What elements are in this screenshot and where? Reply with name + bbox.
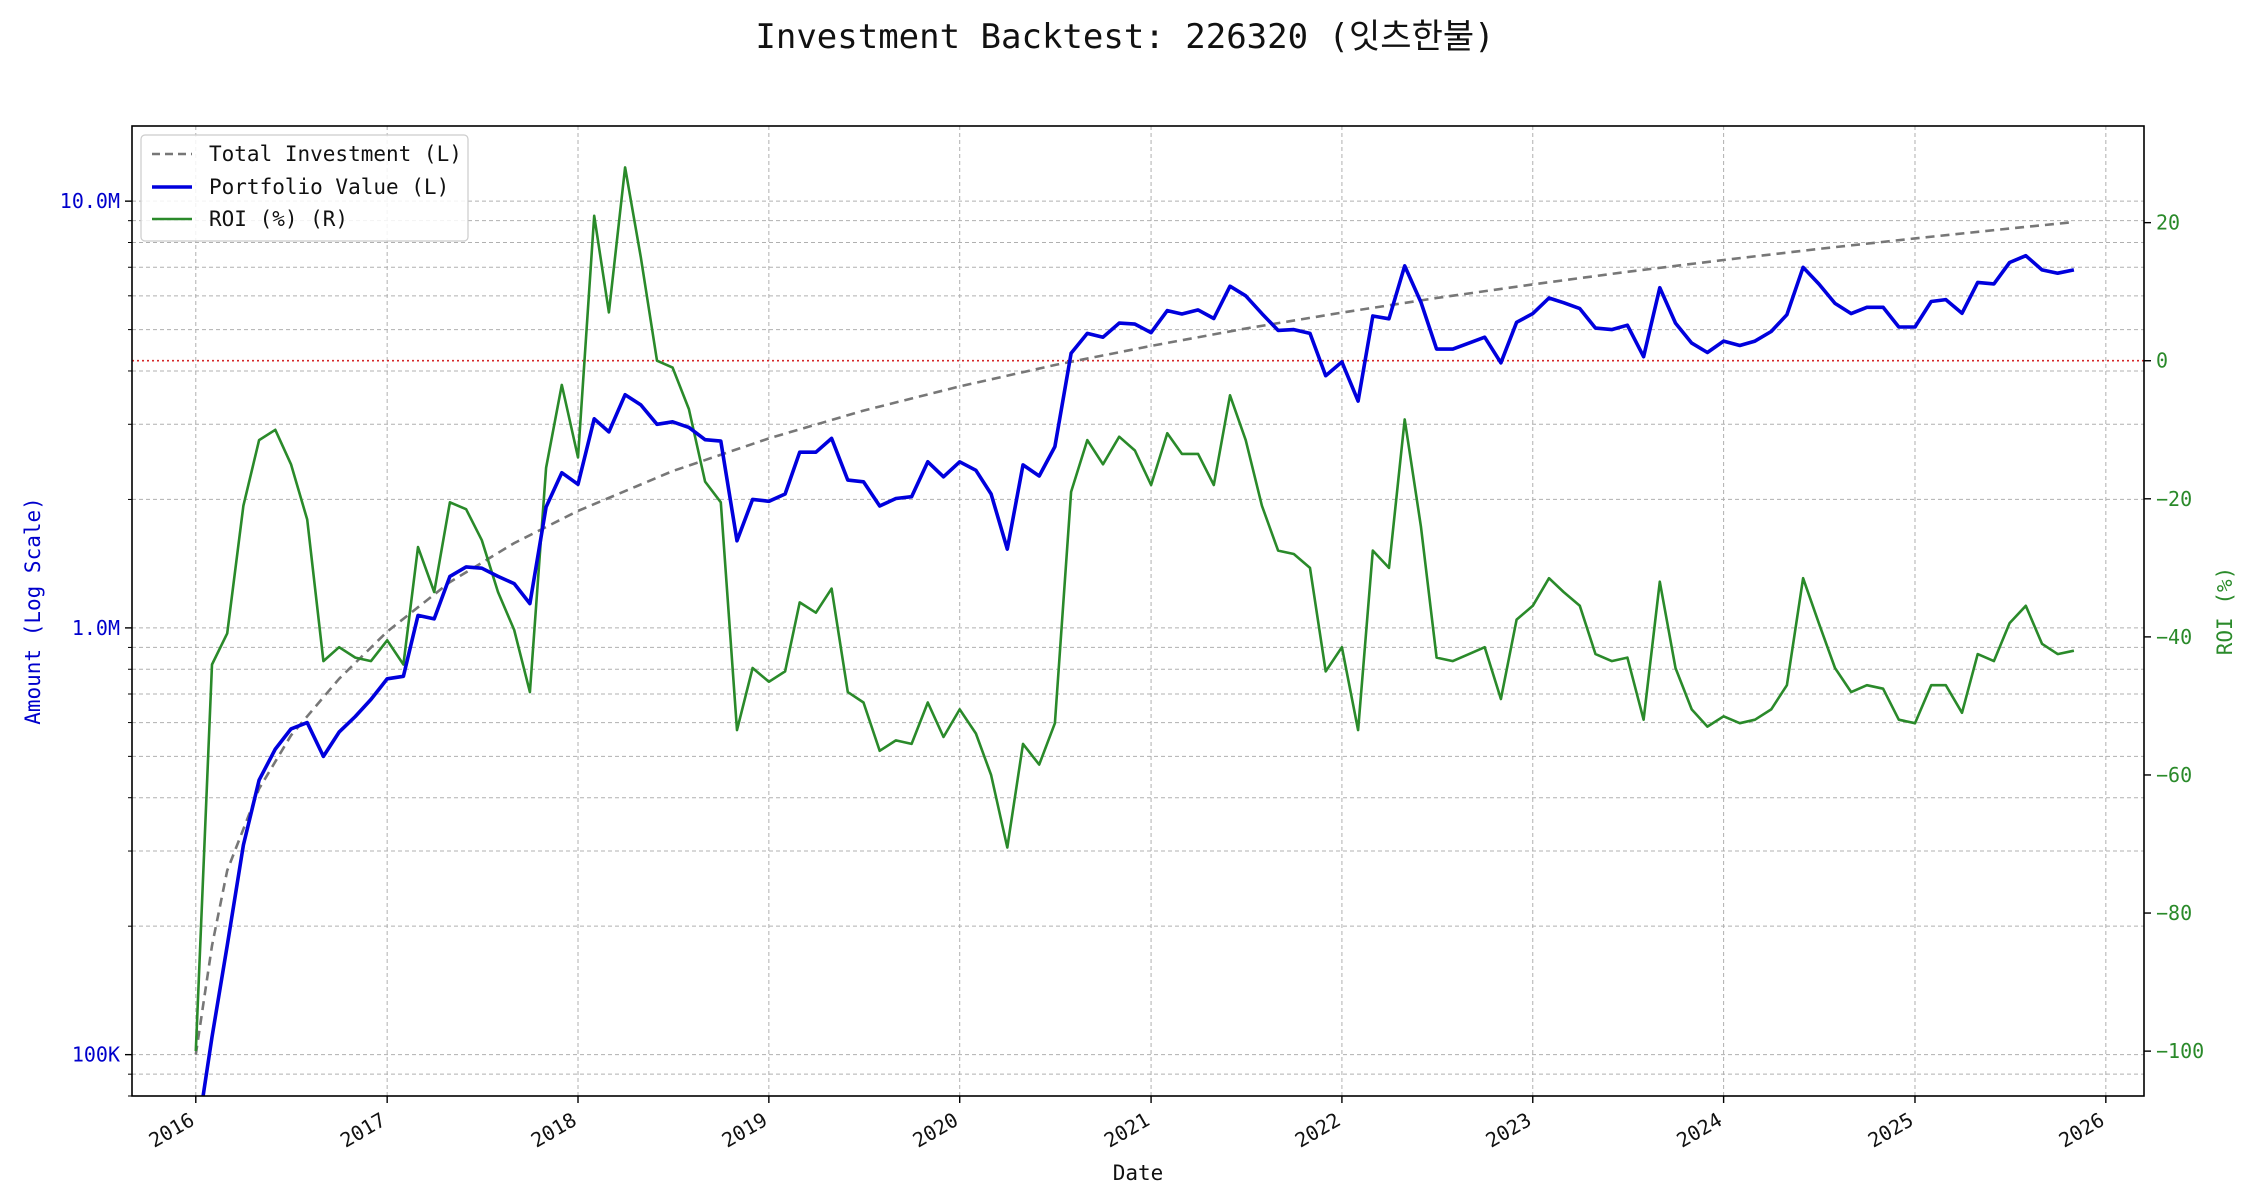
x-axis-label: Date xyxy=(1113,1161,1164,1185)
x-tick-label: 2020 xyxy=(908,1108,962,1153)
x-tick-label: 2019 xyxy=(718,1108,772,1153)
right-tick-label: −100 xyxy=(2156,1039,2204,1063)
right-tick-label: −80 xyxy=(2156,901,2192,925)
x-tick-label: 2017 xyxy=(336,1108,390,1153)
portfolio-value-l-line xyxy=(201,253,2075,1097)
left-tick-label: 10.0M xyxy=(60,189,120,213)
grid xyxy=(132,126,2144,1097)
x-tick-label: 2022 xyxy=(1291,1108,1345,1153)
x-tick-label: 2026 xyxy=(2055,1108,2109,1153)
right-tick-label: 20 xyxy=(2156,211,2180,235)
x-tick-label: 2025 xyxy=(1864,1108,1918,1153)
x-axis-ticks: 2016 2017 2018 2019 2020 2021 2022 2023 2024 2025… xyxy=(145,1096,2109,1153)
x-tick-label: 2018 xyxy=(527,1108,581,1153)
right-tick-label: −60 xyxy=(2156,763,2192,787)
plot-frame xyxy=(131,125,2145,1097)
chart-title: Investment Backtest: 226320 (잇츠한불) xyxy=(755,17,1494,57)
roi-r-line xyxy=(194,166,2075,1052)
x-tick-label: 2024 xyxy=(1672,1108,1726,1153)
legend-label-portfolio-value: Portfolio Value (L) xyxy=(209,175,449,199)
right-tick-label: −40 xyxy=(2156,625,2192,649)
left-tick-label: 100K xyxy=(72,1043,120,1067)
right-axis-ticks: 20 0 −20 −40 −60 −80 −100 xyxy=(2144,211,2204,1063)
left-axis-ticks: 100K 1.0M 10.0M xyxy=(60,189,132,1097)
left-tick-label: 1.0M xyxy=(72,616,120,640)
legend: Total Investment (L) Portfolio Value (L)… xyxy=(140,134,469,242)
x-tick-label: 2016 xyxy=(145,1108,199,1153)
legend-label-total-investment: Total Investment (L) xyxy=(209,142,462,166)
left-axis-label: Amount (Log Scale) xyxy=(21,497,45,725)
series-lines xyxy=(194,166,2075,1097)
right-axis-label: ROI (%) xyxy=(2213,567,2237,656)
total-investment-l-line xyxy=(194,220,2075,1055)
right-tick-label: −20 xyxy=(2156,487,2192,511)
x-tick-label: 2023 xyxy=(1482,1108,1536,1153)
legend-box xyxy=(140,134,469,242)
x-tick-label: 2021 xyxy=(1100,1108,1154,1153)
right-tick-label: 0 xyxy=(2156,349,2168,373)
legend-label-roi: ROI (%) (R) xyxy=(209,207,348,231)
